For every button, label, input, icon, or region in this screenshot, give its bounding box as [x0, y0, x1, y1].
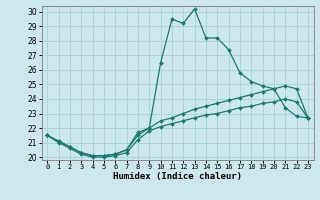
X-axis label: Humidex (Indice chaleur): Humidex (Indice chaleur)	[113, 172, 242, 181]
